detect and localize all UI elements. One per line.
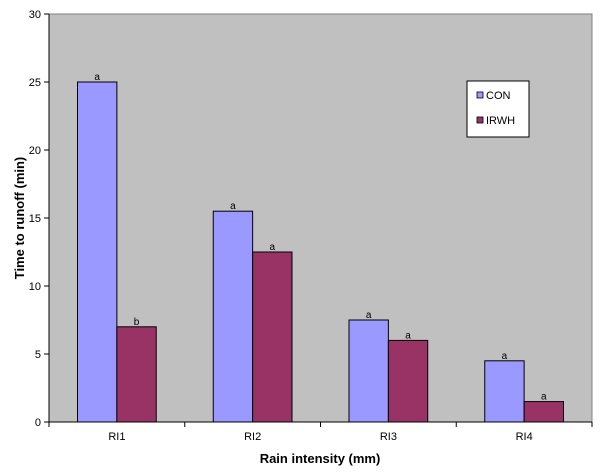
legend-swatch-irwh	[476, 116, 484, 124]
bar-significance-label: b	[134, 317, 140, 328]
x-axis-title: Rain intensity (mm)	[260, 451, 381, 466]
x-tick-label: RI4	[516, 431, 533, 443]
x-axis: RI1 RI2 RI3 RI4	[48, 421, 593, 443]
y-tick-label: 30	[29, 9, 41, 21]
bar-significance-label: a	[366, 310, 372, 321]
bar-significance-label: a	[541, 392, 547, 403]
y-tick-label: 5	[35, 349, 41, 361]
legend-label-irwh: IRWH	[486, 115, 515, 127]
bar-con-ri3	[348, 319, 389, 423]
y-axis-title: Time to runoff (min)	[12, 157, 27, 280]
y-tick-label: 10	[29, 281, 41, 293]
legend-label-con: CON	[486, 90, 511, 102]
legend-swatch-con	[476, 91, 484, 99]
bar-significance-label: a	[502, 351, 508, 362]
y-axis: 0 5 10 15 20 25 30	[29, 9, 50, 429]
bar-con-ri1	[77, 81, 118, 423]
y-tick-label: 25	[29, 77, 41, 89]
bar-irwh-ri3	[387, 339, 429, 423]
y-tick-label: 20	[29, 145, 41, 157]
bar-con-ri4	[484, 360, 525, 423]
legend: CON IRWH	[466, 80, 530, 138]
x-tick-label: RI2	[244, 431, 261, 443]
bar-significance-label: a	[405, 330, 411, 341]
legend-box	[466, 80, 530, 138]
bar-con-ri2	[212, 210, 254, 423]
bar-significance-label: a	[270, 242, 276, 253]
bar-irwh-ri2	[252, 251, 293, 423]
y-tick-label: 15	[29, 213, 41, 225]
x-tick-label: RI1	[108, 431, 125, 443]
bar-labels-group: a a a a b a a a	[94, 72, 547, 403]
bar-irwh-ri4	[523, 401, 564, 423]
bar-irwh-ri1	[116, 326, 157, 423]
y-tick-label: 0	[35, 417, 41, 429]
bar-significance-label: a	[230, 201, 236, 212]
x-tick-label: RI3	[380, 431, 397, 443]
bar-significance-label: a	[94, 72, 100, 83]
bars-group	[77, 81, 564, 423]
